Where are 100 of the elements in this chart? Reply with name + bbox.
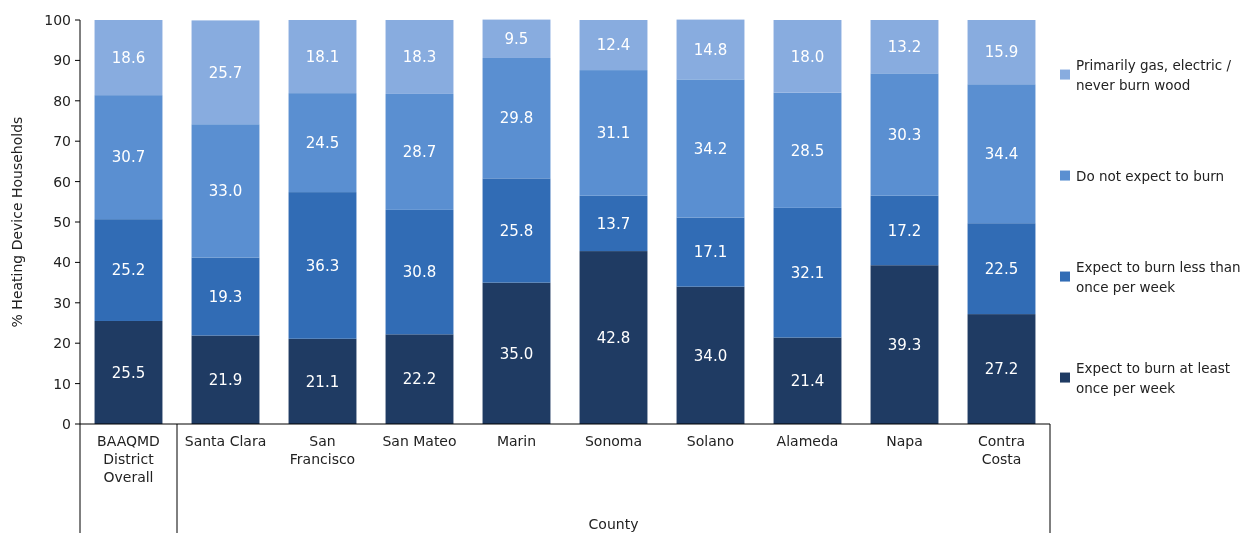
- bar: [385, 93, 454, 210]
- bar: [482, 57, 551, 179]
- legend-label: Expect to burn at least once per week: [1076, 360, 1231, 396]
- bar: [94, 95, 163, 220]
- bar: [191, 20, 260, 125]
- bar: [191, 124, 260, 258]
- bar: [773, 92, 842, 208]
- data-label: 28.7: [402, 143, 437, 162]
- bar: [191, 335, 260, 424]
- data-label: 42.8: [596, 328, 631, 347]
- y-tick-label: 30: [53, 294, 71, 311]
- y-tick-label: 80: [53, 92, 71, 109]
- bar: [870, 20, 939, 74]
- data-label: 21.1: [305, 372, 340, 391]
- data-label: 35.0: [499, 344, 534, 363]
- bar: [94, 320, 163, 424]
- data-label: 18.0: [790, 47, 825, 66]
- bar: [676, 19, 745, 80]
- data-label: 18.3: [402, 48, 437, 67]
- bar: [288, 338, 357, 424]
- data-label: 13.2: [887, 37, 922, 56]
- data-label: 39.3: [887, 335, 922, 354]
- bar: [579, 251, 648, 424]
- bar: [773, 337, 842, 424]
- data-label: 14.8: [693, 40, 728, 59]
- data-label: 21.9: [208, 371, 243, 390]
- x-tick-label: Marin: [496, 433, 537, 449]
- bar: [385, 20, 454, 94]
- data-label: 24.5: [305, 133, 340, 152]
- bar: [676, 286, 745, 424]
- bar: [385, 209, 454, 335]
- data-label: 36.3: [305, 256, 340, 275]
- y-tick-label: 40: [53, 254, 71, 271]
- bar: [870, 195, 939, 266]
- y-tick-label: 20: [53, 335, 71, 352]
- bar: [482, 19, 551, 58]
- data-label: 21.4: [790, 372, 825, 391]
- bar: [579, 70, 648, 196]
- data-label: 9.5: [504, 30, 529, 49]
- bar: [773, 207, 842, 338]
- data-label: 29.8: [499, 109, 534, 128]
- data-label: 28.5: [790, 141, 825, 160]
- bar: [773, 20, 842, 93]
- legend-label: Primarily gas, electric / never burn wood: [1076, 57, 1232, 93]
- x-tick-label: Napa: [886, 433, 923, 449]
- data-label: 22.5: [984, 259, 1019, 278]
- bar: [967, 223, 1036, 315]
- data-label: 31.1: [596, 124, 631, 143]
- y-tick-label: 100: [44, 11, 71, 28]
- bar: [94, 20, 163, 96]
- bar: [870, 265, 939, 424]
- data-label: 34.4: [984, 144, 1019, 163]
- data-label: 32.1: [790, 263, 825, 282]
- data-label: 12.4: [596, 36, 631, 55]
- bar: [191, 257, 260, 336]
- x-tick-label: Contra Costa: [977, 433, 1026, 468]
- data-label: 15.9: [984, 43, 1019, 62]
- y-axis-title: % Heating Device Households: [9, 116, 25, 328]
- x-tick-label: San Francisco: [289, 433, 356, 468]
- data-label: 25.7: [208, 63, 243, 82]
- bar: [288, 192, 357, 339]
- bar: [94, 219, 163, 321]
- bar: [579, 195, 648, 252]
- data-label: 27.2: [984, 360, 1019, 379]
- data-label: 30.8: [402, 263, 437, 282]
- bar: [870, 73, 939, 196]
- y-tick-label: 90: [53, 52, 71, 69]
- bar: [676, 217, 745, 287]
- x-tick-label: BAAQMD District Overall: [97, 433, 160, 486]
- legend-label: Expect to burn less than once per week: [1076, 259, 1241, 295]
- data-label: 25.2: [111, 261, 146, 280]
- bar: [482, 282, 551, 424]
- y-tick-label: 70: [53, 133, 71, 150]
- data-label: 18.6: [111, 48, 146, 67]
- y-tick-label: 60: [53, 173, 71, 190]
- data-label: 30.7: [111, 148, 146, 167]
- bar: [676, 79, 745, 218]
- data-label: 22.2: [402, 370, 437, 389]
- x-tick-label: Alameda: [776, 433, 839, 449]
- x-tick-label: San Mateo: [382, 433, 457, 449]
- bar: [967, 314, 1036, 424]
- data-label: 25.8: [499, 221, 534, 240]
- data-label: 34.0: [693, 346, 728, 365]
- data-label: 25.5: [111, 363, 146, 382]
- x-tick-label: Santa Clara: [184, 433, 267, 449]
- y-tick-label: 50: [53, 213, 71, 230]
- y-tick-label: 10: [53, 375, 71, 392]
- data-label: 13.7: [596, 214, 631, 233]
- y-tick-label: 0: [62, 415, 71, 432]
- x-tick-label: Sonoma: [584, 433, 643, 449]
- bar: [482, 178, 551, 283]
- data-label: 17.2: [887, 221, 922, 240]
- bar: [385, 334, 454, 424]
- bar: [967, 84, 1036, 224]
- bar: [579, 20, 648, 71]
- data-label: 17.1: [693, 243, 728, 262]
- data-label: 30.3: [887, 125, 922, 144]
- data-label: 19.3: [208, 287, 243, 306]
- x-tick-label: Solano: [686, 433, 735, 449]
- x-axis-title: County: [588, 516, 639, 532]
